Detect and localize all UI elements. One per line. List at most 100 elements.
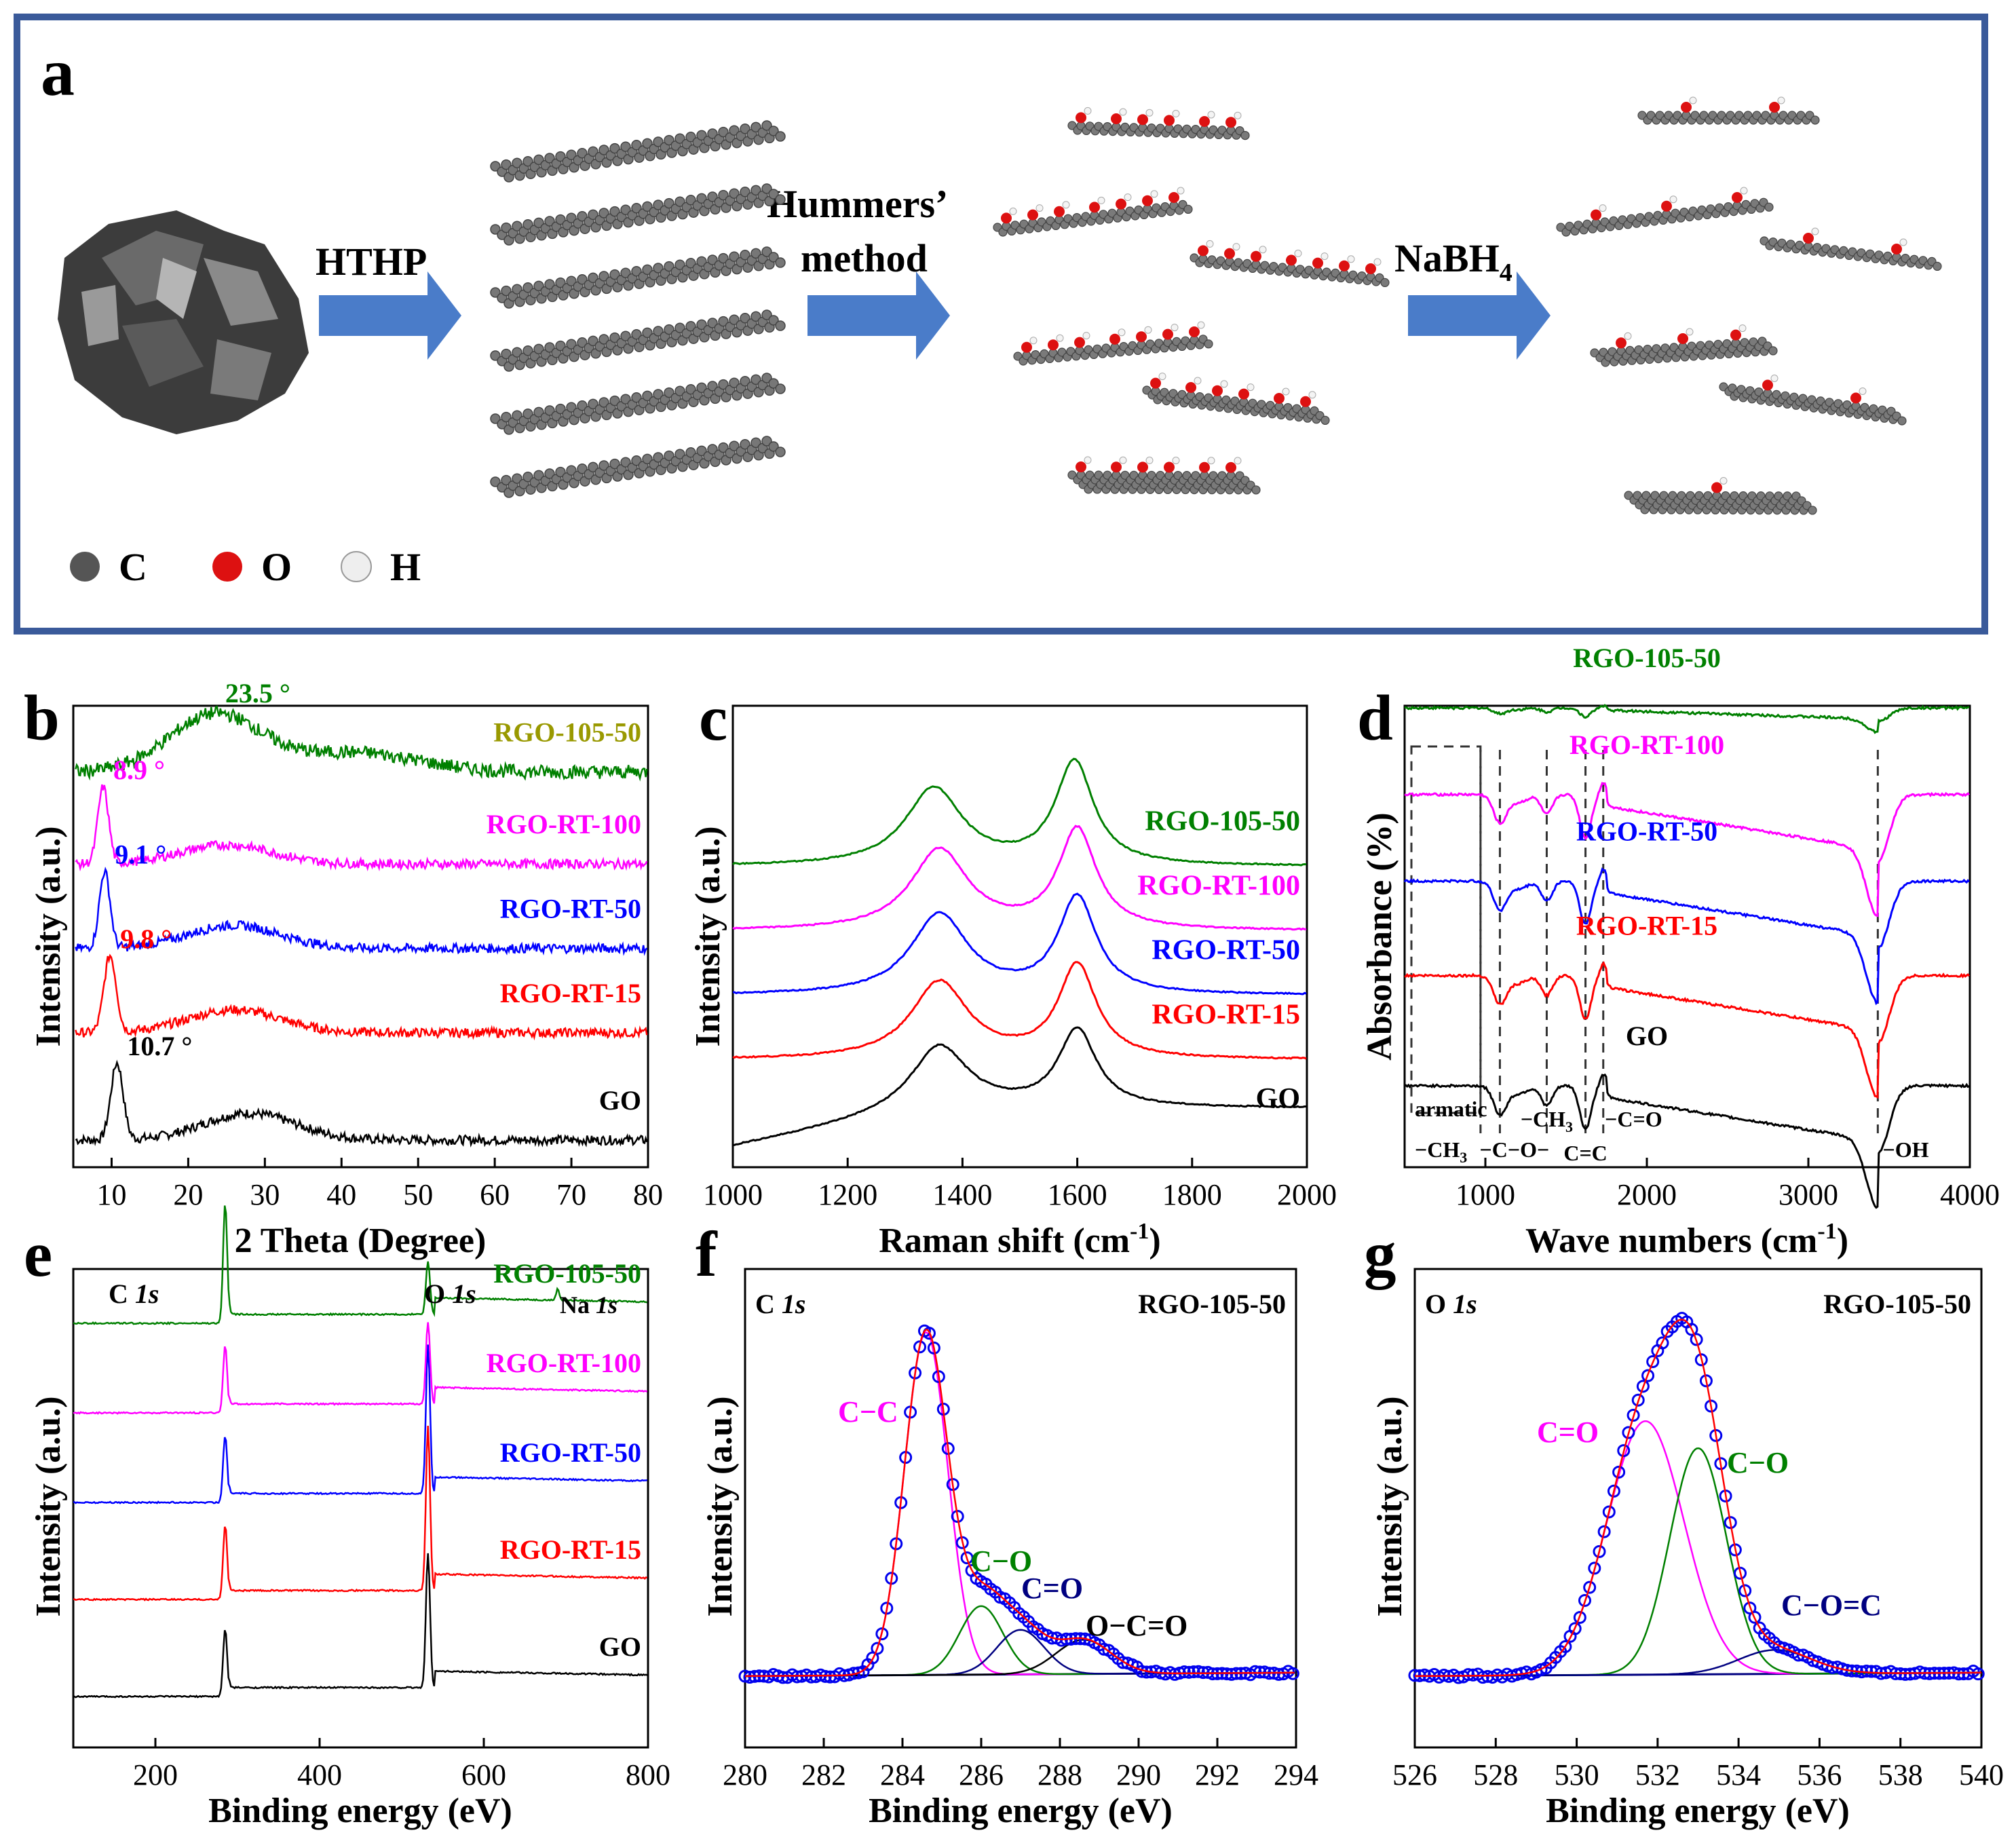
survey-line-rgo-rt-15 [73,1426,648,1602]
carbon-atom [566,149,577,160]
hydrogen-atom [1373,258,1382,266]
carbon-atom [598,460,609,471]
carbon-atom [768,441,779,452]
labels-b: GO 10.7 ° RGO-RT-15 9.8 ° RGO-RT-50 9.1 ° RGO-… [113,678,641,1116]
carbon-atom [775,383,786,394]
hydrogen-atom [1220,380,1228,388]
carbon-atom [512,473,522,484]
peak-label-rgo-rt-50: 9.1 ° [115,839,166,870]
data-point [1602,1505,1616,1519]
hydrogen-atom [1145,456,1154,464]
survey-line-go [73,1553,648,1699]
carbon-atom [588,335,598,347]
carbon-atom [533,470,544,481]
series-label-rgo-rt-50: RGO-RT-50 [500,1437,641,1468]
carbon-atom [1380,278,1390,287]
hydrogen-atom [1035,204,1044,212]
x-tick-label: 4000 [1940,1178,2000,1211]
aromatic-region-box [1410,745,1482,1114]
oxygen-atom [1027,209,1038,221]
carbon-atom [653,452,664,463]
carbon-atom [588,461,598,473]
oxygen-atom [1224,248,1235,259]
x-ticks-f: 280 282 284 286 288 290 292 294 [723,1738,1318,1792]
series-g [1408,1312,1985,1684]
carbon-atom [642,138,653,149]
hydrogen-atom [1119,456,1127,464]
atom-legend: C O H [70,545,421,589]
carbon-atom [696,445,707,457]
carbon-atom [555,466,566,478]
x-tick-label: 200 [133,1758,178,1792]
oxygen-atom [1732,192,1743,203]
series-label-rgo-rt-15: RGO-RT-15 [1576,911,1717,941]
hydrogen-atom [1899,238,1907,246]
oxygen-atom [1074,337,1085,348]
oxygen-atom [1616,337,1627,349]
legend-oxygen-label: O [261,545,292,589]
carbon-atom [522,219,533,230]
step-hummers-label-1: Hummers’ [767,182,948,226]
series-label-rgo-rt-100: RGO-RT-100 [1570,730,1724,760]
carbon-atom [598,145,609,155]
ftir-line-rgo-rt-15 [1404,961,1971,1099]
carbon-atom [696,319,707,330]
series-label-go: GO [1256,1083,1300,1114]
hydrogen-atom [1197,321,1205,329]
oxygen-atom [1198,245,1209,257]
hydrogen-atom [1811,227,1819,235]
carbon-atom [544,153,555,164]
data-point [1597,1525,1611,1538]
series-label-rgo-rt-50: RGO-RT-50 [1576,816,1717,846]
data-point [1952,1667,1966,1681]
carbon-atom [501,411,512,423]
hydrogen-atom [1282,387,1290,396]
carbon-atom [696,256,707,267]
survey-line-rgo-105-50 [73,1205,648,1325]
labels-g: O 1s RGO-105-50 C=O C−O C−O=C [1425,1289,1971,1622]
y-axis-label-b: Intensity (a.u.) [29,826,68,1046]
component-C−O [745,1605,1295,1678]
hydrogen-atom [1206,240,1214,248]
hydrogen-atom [1207,457,1215,465]
step-hummers-label-2: method [801,236,928,280]
carbon-atom [775,257,786,268]
oxygen-atom [1142,195,1153,206]
x-tick-label: 80 [633,1178,663,1211]
data-point [1573,1610,1586,1624]
x-tick-label: 286 [959,1758,1004,1792]
carbon-atom [555,277,566,288]
oxygen-atom [1109,333,1120,345]
x-tick-label: 1400 [932,1178,992,1211]
carbon-atom [620,457,631,468]
graphene-oxide-sheets [993,107,1390,495]
hydrogen-atom [1097,196,1105,204]
data-point [1177,1665,1191,1679]
carbon-atom [522,282,533,293]
x-tick-label: 526 [1392,1758,1437,1792]
x-ticks-g: 526 528 530 532 534 536 538 540 [1392,1738,2004,1792]
carbon-atom [501,348,512,360]
carbon-atom [588,398,598,410]
data-point [1636,1380,1650,1393]
carbon-atom [501,159,512,170]
x-ticks-c: 1000 1200 1400 1600 1800 2000 [703,1158,1337,1211]
xrd-line-rgo-105-50 [75,705,648,782]
oxygen-atom [1111,461,1122,473]
oxygen-atom [1199,461,1210,473]
data-point [1192,1665,1205,1678]
x-tick-label: 538 [1878,1758,1923,1792]
x-tick-label: 540 [1959,1758,2004,1792]
plot-frame-b [72,704,649,1169]
carbon-atom [664,134,674,146]
carbon-atom [512,284,522,295]
hydrogen-atom [1171,324,1179,332]
carbon-atom [490,476,501,487]
data-point [1583,1580,1597,1594]
x-axis-label-e: Binding energy (eV) [208,1792,512,1830]
oxygen-atom [1212,385,1223,396]
carbon-atom [577,211,588,222]
oxygen-atom [1803,233,1814,244]
series-label-rgo-rt-100: RGO-RT-100 [487,809,641,839]
oxygen-atom [1591,209,1601,221]
